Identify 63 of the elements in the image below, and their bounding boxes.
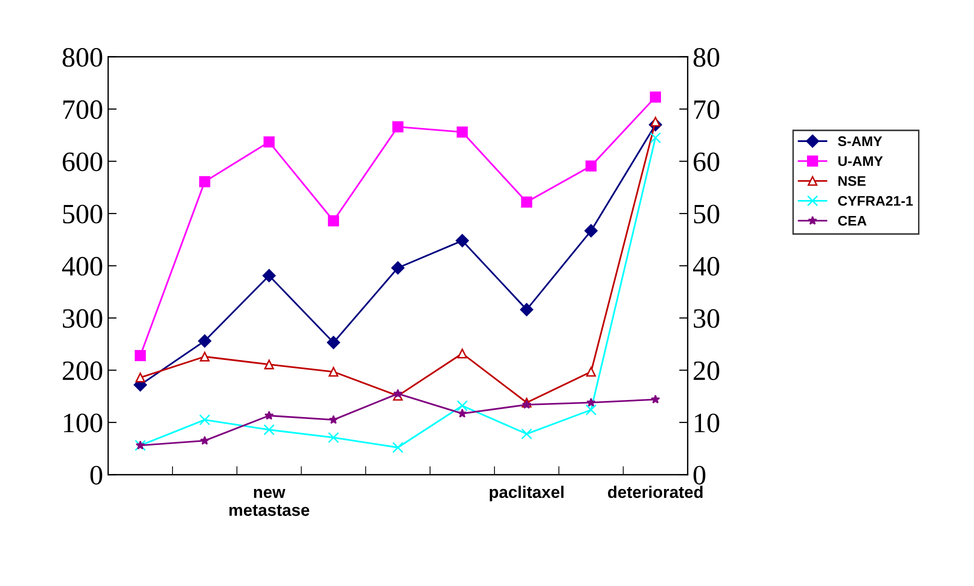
x-tick-label: deteriorated: [608, 486, 703, 498]
point: [326, 336, 340, 350]
y-tick-label: 500: [63, 204, 102, 224]
y2-tick-label: 80: [694, 48, 720, 67]
point: [586, 366, 596, 377]
point: [264, 410, 274, 420]
point: [328, 366, 338, 377]
point: [586, 160, 597, 172]
point: [586, 404, 597, 416]
point: [393, 388, 403, 398]
point: [521, 428, 532, 440]
point: [457, 348, 468, 358]
point: [264, 136, 275, 148]
y-tick-label: 100: [64, 414, 102, 432]
point: [200, 436, 210, 445]
point: [134, 350, 146, 362]
point: [456, 400, 468, 412]
point: [456, 234, 469, 248]
point: [328, 215, 340, 226]
point: [262, 269, 276, 282]
y2-tick-label: 0: [694, 466, 706, 485]
point: [264, 424, 275, 436]
point: [584, 224, 598, 238]
y2-tick-label: 20: [694, 361, 720, 380]
legend-label: CYFRA21-1: [838, 196, 913, 206]
point: [650, 394, 660, 404]
y-tick-label: 300: [62, 309, 102, 328]
point: [391, 261, 404, 274]
legend-label: CEA: [838, 216, 867, 226]
point: [198, 334, 212, 348]
legend-label: U-AMY: [838, 156, 883, 166]
point: [328, 414, 338, 424]
y-tick-label: 800: [62, 48, 102, 67]
y-tick-label: 400: [62, 256, 102, 276]
point: [328, 432, 340, 444]
y-tick-label: 700: [63, 100, 102, 119]
y-tick-label: 600: [62, 152, 102, 172]
y2-tick-label: 50: [694, 204, 720, 224]
point: [521, 196, 532, 208]
point: [458, 408, 467, 418]
point: [135, 372, 146, 382]
y2-tick-label: 10: [694, 414, 720, 432]
point: [392, 121, 404, 132]
point: [199, 176, 210, 188]
point: [199, 414, 210, 426]
x-tick-label: paclitaxel: [490, 486, 564, 502]
point: [650, 132, 662, 144]
point: [264, 360, 274, 370]
point: [520, 303, 534, 316]
point: [200, 352, 210, 362]
point: [650, 92, 662, 103]
y2-tick-label: 70: [694, 100, 720, 119]
legend-label: S-AMY: [838, 136, 882, 146]
y2-tick-label: 60: [694, 152, 720, 172]
point: [456, 126, 468, 138]
x-tick-label: new metastase: [229, 488, 310, 516]
y2-tick-label: 30: [694, 309, 720, 328]
point: [586, 398, 596, 407]
y-tick-label: 0: [90, 466, 102, 485]
y2-tick-label: 40: [693, 256, 720, 276]
legend-label: NSE: [838, 176, 866, 186]
point: [392, 442, 404, 454]
y-tick-label: 200: [62, 361, 102, 380]
